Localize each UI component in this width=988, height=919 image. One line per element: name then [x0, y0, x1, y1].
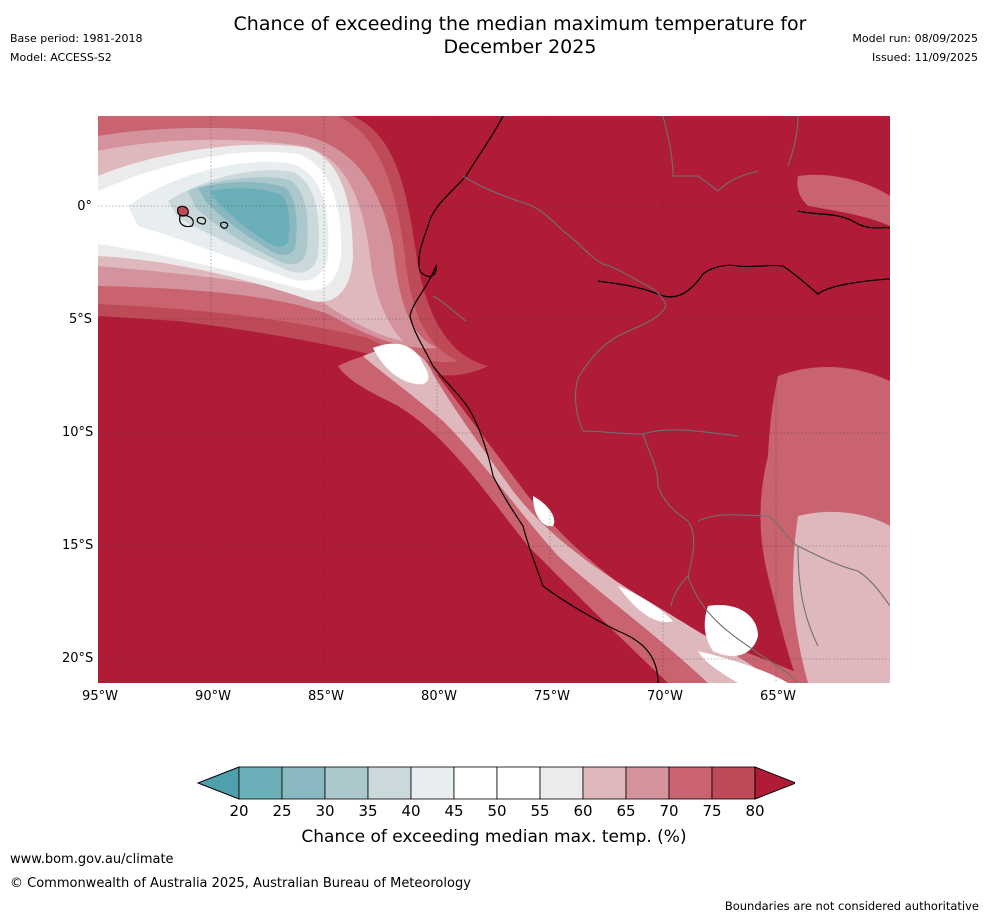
colorbar-tick-label: 70: [659, 802, 679, 820]
map-title: Chance of exceeding the median maximum t…: [170, 13, 870, 59]
colorbar-tick-label: 75: [702, 802, 722, 820]
lon-tick: 95°W: [82, 689, 118, 704]
lat-tick: 15°S: [62, 538, 94, 553]
colorbar-swatch: [625, 766, 670, 800]
colorbar-swatch: [367, 766, 412, 800]
colorbar-swatch: [238, 766, 283, 800]
model-text: Model: ACCESS-S2: [10, 51, 112, 64]
lat-tick: 20°S: [62, 651, 94, 666]
colorbar: [196, 766, 795, 800]
colorbar-swatch: [496, 766, 541, 800]
galapagos-islands: [177, 205, 229, 229]
title-line-1: Chance of exceeding the median maximum t…: [233, 13, 807, 35]
country-borders: [432, 116, 890, 683]
lat-tick: 5°S: [68, 312, 92, 327]
colorbar-tick-label: 20: [229, 802, 249, 820]
colorbar-tick-label: 40: [401, 802, 421, 820]
colorbar-under-arrow: [196, 766, 240, 800]
colorbar-title: Chance of exceeding median max. temp. (%…: [301, 827, 687, 847]
colorbar-tick-label: 80: [745, 802, 765, 820]
contour-coast-60: [363, 348, 778, 683]
colorbar-swatch: [410, 766, 455, 800]
lon-tick: 75°W: [534, 689, 570, 704]
model-run-text: Model run: 08/09/2025: [852, 32, 978, 45]
colorbar-tick-label: 65: [616, 802, 636, 820]
colorbar-swatch: [324, 766, 369, 800]
lat-tick: 10°S: [62, 425, 94, 440]
lon-tick: 90°W: [195, 689, 231, 704]
contour-ne-70: [797, 174, 890, 226]
colorbar-tick-label: 30: [315, 802, 335, 820]
colorbar-tick-label: 25: [272, 802, 292, 820]
lon-tick: 85°W: [308, 689, 344, 704]
lon-tick: 70°W: [647, 689, 683, 704]
title-line-2: December 2025: [443, 36, 597, 58]
contour-coast-50: [373, 343, 429, 385]
lon-tick: 80°W: [421, 689, 457, 704]
copyright-text: © Commonwealth of Australia 2025, Austra…: [10, 876, 471, 891]
colorbar-swatch: [582, 766, 627, 800]
colorbar-tick-label: 35: [358, 802, 378, 820]
colorbar-swatch: [711, 766, 756, 800]
colorbar-swatch: [281, 766, 326, 800]
contour-pacific-20: [210, 188, 290, 247]
base-period-text: Base period: 1981-2018: [10, 32, 143, 45]
colorbar-swatch: [539, 766, 584, 800]
colorbar-tick-label: 50: [487, 802, 507, 820]
contour-se-60: [793, 511, 890, 683]
website-link[interactable]: www.bom.gov.au/climate: [10, 852, 174, 867]
coastline: [409, 116, 659, 683]
colorbar-swatch: [453, 766, 498, 800]
lat-tick: 0°: [77, 199, 92, 214]
colorbar-over-arrow: [754, 766, 795, 800]
river-north: [797, 210, 890, 229]
colorbar-swatch: [668, 766, 713, 800]
lon-tick: 65°W: [760, 689, 796, 704]
colorbar-tick-label: 45: [444, 802, 464, 820]
colorbar-tick-label: 60: [573, 802, 593, 820]
issued-text: Issued: 11/09/2025: [871, 51, 978, 64]
disclaimer-text: Boundaries are not considered authoritat…: [724, 899, 979, 913]
colorbar-tick-label: 55: [530, 802, 550, 820]
probability-map: [98, 116, 890, 683]
map-canvas: [98, 116, 890, 683]
